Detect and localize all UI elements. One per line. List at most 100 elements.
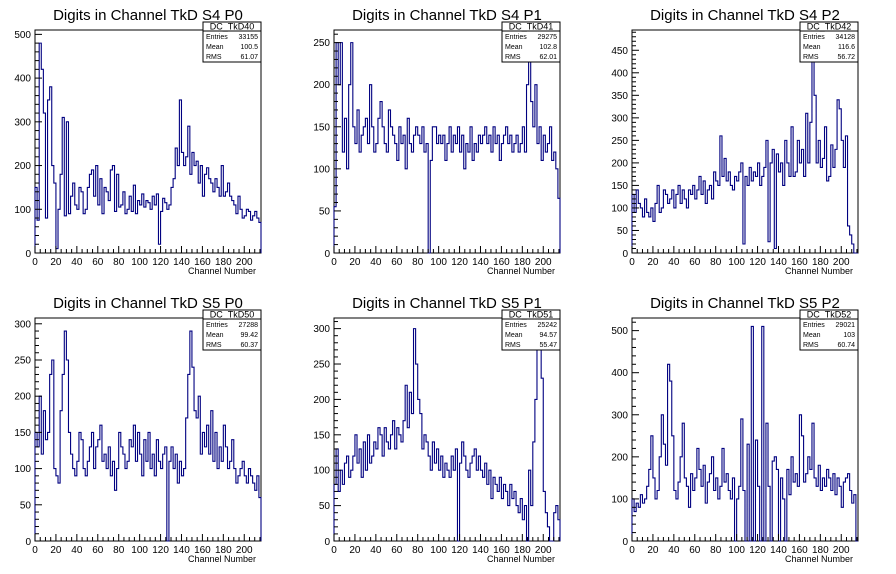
chart-title: Digits in Channel TkD S5 P2 bbox=[650, 295, 840, 312]
y-tick-label: 350 bbox=[611, 91, 628, 102]
stats-title: DC_TkD41 bbox=[509, 22, 554, 32]
x-tick-label: 180 bbox=[812, 545, 829, 556]
x-tick-label: 0 bbox=[331, 257, 337, 268]
stats-body bbox=[799, 30, 859, 63]
x-tick-label: 80 bbox=[113, 257, 125, 268]
x-tick-label: 100 bbox=[430, 545, 447, 556]
stats-label-rms: RMS bbox=[505, 54, 521, 61]
stats-title: DC_TkD50 bbox=[210, 310, 255, 320]
stats-value-rms: 60.74 bbox=[837, 342, 855, 349]
x-tick-label: 60 bbox=[689, 545, 701, 556]
y-tick-label: 400 bbox=[611, 368, 628, 379]
stats-label-entries: Entries bbox=[206, 34, 228, 41]
x-tick-label: 20 bbox=[50, 545, 62, 556]
y-tick-label: 100 bbox=[313, 466, 330, 477]
stats-value-entries: 29021 bbox=[836, 322, 856, 329]
y-tick-label: 0 bbox=[324, 249, 330, 260]
plot-frame bbox=[333, 29, 561, 254]
stats-label-rms: RMS bbox=[505, 342, 521, 349]
x-tick-label: 200 bbox=[535, 257, 552, 268]
x-tick-label: 140 bbox=[770, 257, 787, 268]
x-tick-label: 60 bbox=[391, 545, 403, 556]
x-tick-label: 60 bbox=[92, 257, 104, 268]
x-tick-label: 200 bbox=[236, 257, 253, 268]
stats-label-rms: RMS bbox=[803, 342, 819, 349]
stats-value-mean: 99.42 bbox=[240, 332, 258, 339]
stats-box: DC_TkD51 Entries 25242 Mean 94.57 RMS 55.47 bbox=[501, 309, 561, 351]
histogram-panel: Digits in Channel TkD S4 P0 0 20 40 60 80 100 1… bbox=[14, 7, 262, 276]
x-tick-label: 20 bbox=[647, 257, 659, 268]
stats-value-mean: 94.57 bbox=[539, 332, 557, 339]
x-tick-label: 0 bbox=[32, 545, 38, 556]
stats-box: DC_TkD52 Entries 29021 Mean 103 RMS 60.74 bbox=[799, 309, 859, 351]
histogram-line bbox=[34, 42, 262, 253]
stats-value-mean: 103 bbox=[843, 332, 855, 339]
y-tick-label: 50 bbox=[319, 501, 331, 512]
y-tick-label: 0 bbox=[25, 537, 31, 548]
x-tick-label: 60 bbox=[689, 257, 701, 268]
chart-title: Digits in Channel TkD S5 P1 bbox=[352, 295, 542, 312]
y-tick-label: 100 bbox=[611, 494, 628, 505]
y-tick-label: 100 bbox=[14, 205, 31, 216]
x-tick-label: 40 bbox=[71, 257, 83, 268]
x-axis-label: Channel Number bbox=[487, 266, 555, 276]
histogram-line bbox=[333, 328, 561, 542]
x-tick-label: 100 bbox=[131, 545, 148, 556]
y-tick-label: 250 bbox=[313, 360, 330, 371]
histogram-line bbox=[631, 40, 858, 254]
stats-label-rms: RMS bbox=[206, 342, 222, 349]
x-tick-label: 20 bbox=[50, 257, 62, 268]
plot-frame bbox=[34, 317, 262, 542]
x-tick-label: 0 bbox=[331, 545, 337, 556]
stats-box: DC_TkD41 Entries 29275 Mean 102.8 RMS 62.01 bbox=[501, 21, 561, 63]
y-tick-label: 100 bbox=[611, 203, 628, 214]
x-tick-label: 180 bbox=[514, 545, 531, 556]
y-tick-label: 250 bbox=[313, 38, 330, 49]
histogram-line bbox=[631, 325, 858, 542]
y-tick-label: 300 bbox=[611, 410, 628, 421]
stats-label-mean: Mean bbox=[206, 44, 224, 51]
chart-title: Digits in Channel TkD S4 P0 bbox=[53, 7, 243, 24]
y-tick-label: 150 bbox=[611, 181, 628, 192]
x-axis-label: Channel Number bbox=[188, 554, 256, 564]
stats-label-entries: Entries bbox=[505, 34, 527, 41]
y-tick-label: 300 bbox=[313, 324, 330, 335]
stats-label-entries: Entries bbox=[803, 34, 825, 41]
y-tick-label: 50 bbox=[319, 206, 331, 217]
y-tick-label: 300 bbox=[611, 113, 628, 124]
x-tick-label: 0 bbox=[629, 545, 635, 556]
x-tick-label: 180 bbox=[514, 257, 531, 268]
x-tick-label: 200 bbox=[833, 257, 850, 268]
x-axis-label: Channel Number bbox=[785, 266, 853, 276]
stats-label-rms: RMS bbox=[803, 54, 819, 61]
chart-title: Digits in Channel TkD S5 P0 bbox=[53, 295, 243, 312]
histogram-panel: Digits in Channel TkD S4 P2 0 20 40 60 80 100 1… bbox=[611, 7, 859, 276]
stats-body bbox=[202, 30, 262, 63]
stats-value-rms: 55.47 bbox=[539, 342, 557, 349]
stats-box: DC_TkD50 Entries 27288 Mean 99.42 RMS 60.37 bbox=[202, 309, 262, 351]
stats-box: DC_TkD40 Entries 33155 Mean 100.5 RMS 61.07 bbox=[202, 21, 262, 63]
y-tick-label: 0 bbox=[324, 537, 330, 548]
y-tick-label: 400 bbox=[14, 74, 31, 85]
stats-title: DC_TkD52 bbox=[807, 310, 852, 320]
stats-body bbox=[799, 318, 859, 351]
y-tick-label: 0 bbox=[622, 249, 628, 260]
stats-label-mean: Mean bbox=[206, 332, 224, 339]
histogram-line bbox=[333, 42, 561, 254]
stats-title: DC_TkD40 bbox=[210, 22, 255, 32]
chart-title: Digits in Channel TkD S4 P2 bbox=[650, 7, 840, 24]
stats-value-rms: 60.37 bbox=[240, 342, 258, 349]
stats-value-entries: 27288 bbox=[239, 322, 259, 329]
stats-label-mean: Mean bbox=[803, 332, 821, 339]
stats-value-entries: 34128 bbox=[836, 34, 856, 41]
x-tick-label: 40 bbox=[668, 257, 680, 268]
y-tick-label: 200 bbox=[14, 161, 31, 172]
x-tick-label: 180 bbox=[215, 257, 232, 268]
plot-frame bbox=[333, 317, 561, 542]
y-tick-label: 200 bbox=[313, 395, 330, 406]
x-tick-label: 40 bbox=[668, 545, 680, 556]
y-tick-label: 200 bbox=[313, 80, 330, 91]
y-tick-label: 150 bbox=[313, 430, 330, 441]
x-tick-label: 140 bbox=[173, 257, 190, 268]
